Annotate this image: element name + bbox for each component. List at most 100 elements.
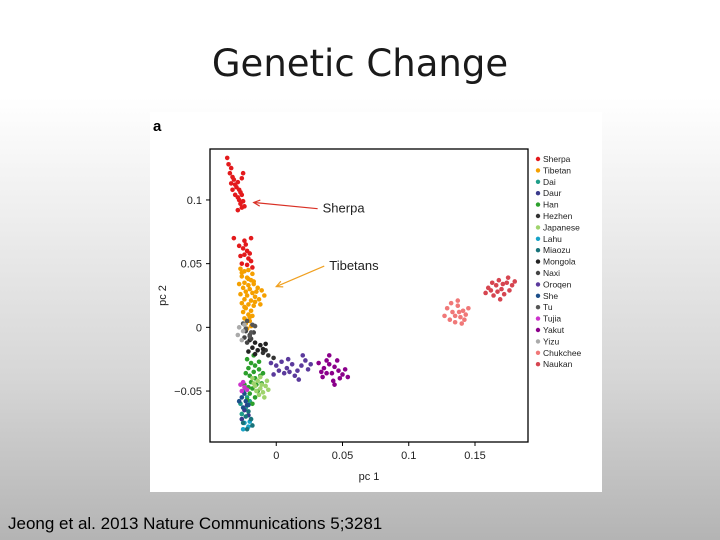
point-han	[252, 395, 258, 400]
point-tujia	[239, 388, 245, 394]
legend-label-naxi: Naxi	[543, 268, 560, 278]
point-yakut	[321, 365, 327, 371]
point-naxi	[244, 340, 250, 345]
point-naukan	[497, 297, 503, 302]
point-oroqen	[292, 373, 298, 379]
legend-marker-han	[535, 202, 541, 207]
y-tick-label: 0	[196, 322, 202, 334]
point-tibetan	[246, 283, 251, 288]
legend-label-she: She	[543, 291, 558, 301]
point-mongola	[255, 347, 260, 353]
legend-marker-yakut	[535, 327, 541, 333]
figure-panel: a 0 0.05 0.1 0.15 −0.05 0 0.05 0.1 pc 1 pc 2 Sherpa…	[150, 112, 602, 492]
point-naukan	[501, 291, 507, 297]
point-japanese	[256, 392, 262, 398]
point-yakut	[342, 367, 348, 372]
annotation-arrow	[253, 201, 318, 210]
point-japanese	[266, 387, 271, 393]
point-naukan	[496, 277, 502, 283]
legend-label-daur: Daur	[543, 188, 562, 198]
point-tujia	[240, 379, 246, 385]
point-naukan	[489, 280, 495, 286]
point-tibetan	[246, 267, 251, 273]
legend-marker-chukchee	[535, 350, 541, 355]
point-mongola	[250, 345, 255, 351]
point-miaozu	[246, 409, 251, 414]
point-oroqen	[296, 377, 302, 382]
point-tibetan	[259, 288, 264, 293]
point-tu	[252, 323, 258, 329]
point-oroqen	[279, 359, 284, 365]
point-yizu	[242, 322, 247, 328]
point-sherpa	[236, 243, 242, 249]
point-sherpa	[238, 253, 243, 259]
legend-marker-daur	[535, 191, 541, 196]
y-tick-label: 0.05	[181, 259, 202, 271]
point-yakut	[324, 370, 329, 376]
point-han	[256, 367, 262, 372]
legend-label-yakut: Yakut	[543, 325, 565, 335]
point-tibetan	[258, 302, 263, 307]
point-chukchee	[460, 308, 466, 314]
point-yizu	[235, 332, 241, 338]
legend-marker-tu	[535, 305, 541, 310]
point-japanese	[263, 383, 268, 389]
point-tibetan	[262, 293, 267, 298]
point-han	[248, 360, 254, 366]
point-yakut	[330, 378, 336, 384]
legend-label-oroqen: Oroqen	[543, 279, 572, 289]
point-sherpa	[226, 161, 231, 167]
point-oroqen	[305, 367, 311, 372]
point-japanese	[262, 395, 267, 400]
point-han	[251, 369, 257, 375]
point-yakut	[324, 358, 329, 363]
legend-label-lahu: Lahu	[543, 234, 562, 244]
point-sherpa	[230, 187, 235, 193]
pca-scatter-chart: a 0 0.05 0.1 0.15 −0.05 0 0.05 0.1 pc 1 pc 2 Sherpa…	[153, 118, 582, 483]
legend-marker-japanese	[535, 225, 541, 230]
point-tibetan	[238, 266, 243, 272]
legend-marker-mongola	[535, 259, 541, 264]
point-sherpa	[242, 238, 247, 244]
point-sherpa	[228, 165, 234, 171]
point-sherpa	[242, 252, 247, 258]
legend-label-mongola: Mongola	[543, 257, 576, 267]
point-sherpa	[235, 179, 241, 185]
point-chukchee	[455, 298, 461, 303]
point-sherpa	[248, 235, 254, 241]
point-tibetan	[236, 281, 242, 287]
point-tibetan	[242, 280, 247, 286]
legend-marker-sherpa	[535, 156, 541, 162]
point-yakut	[336, 368, 341, 373]
legend-marker-yizu	[535, 339, 541, 344]
point-sherpa	[250, 265, 255, 270]
annotation-arrowhead	[252, 199, 261, 207]
panel-label: a	[153, 118, 162, 135]
point-yakut	[334, 358, 340, 363]
point-chukchee	[459, 321, 465, 326]
point-chukchee	[450, 309, 455, 315]
point-naukan	[512, 279, 518, 284]
point-lahu	[240, 426, 246, 432]
point-tibetan	[255, 285, 260, 291]
point-yizu	[236, 325, 242, 330]
y-tick-label: −0.05	[174, 386, 202, 398]
point-tibetan	[242, 304, 247, 310]
point-tu	[248, 330, 254, 335]
point-tibetan	[250, 271, 255, 277]
point-tibetan	[246, 302, 251, 307]
point-oroqen	[299, 363, 304, 368]
x-tick-label: 0.05	[332, 450, 353, 462]
point-sherpa	[238, 201, 243, 207]
point-naukan	[507, 288, 512, 293]
plot-frame	[209, 148, 529, 443]
point-tibetan	[247, 314, 253, 320]
point-naukan	[509, 283, 515, 288]
point-hezhen	[266, 353, 271, 358]
legend-label-miaozu: Miaozu	[543, 245, 571, 255]
point-japanese	[254, 388, 259, 394]
point-sherpa	[242, 204, 247, 209]
point-oroqen	[273, 363, 279, 368]
point-chukchee	[444, 305, 450, 311]
x-tick-label: 0	[273, 450, 279, 462]
